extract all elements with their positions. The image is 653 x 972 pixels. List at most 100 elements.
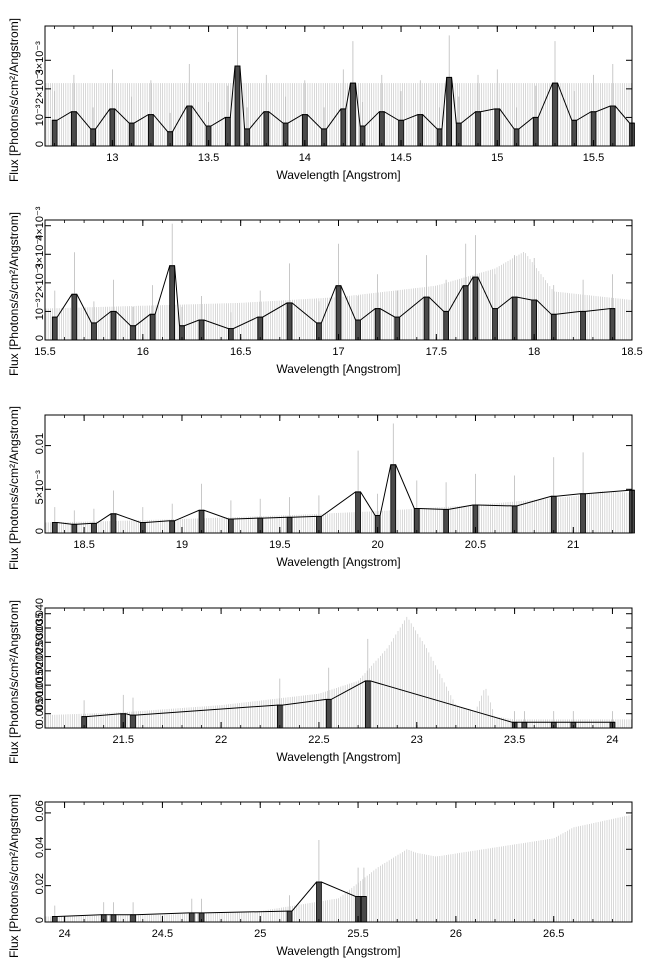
x-tick-label: 19: [176, 539, 188, 551]
y-tick-label: 0.040: [34, 598, 46, 626]
x-tick-label: 24.5: [152, 928, 173, 940]
data-bin: [472, 276, 479, 341]
x-axis-title: Wavelength [Angstrom]: [276, 944, 400, 958]
error-bar-envelope: [45, 491, 632, 533]
x-tick-label: 26: [450, 928, 462, 940]
data-bin: [423, 296, 430, 341]
data-bin: [51, 916, 58, 923]
y-tick-label: 0: [34, 141, 46, 147]
error-bar-envelope: [45, 814, 632, 922]
y-tick-label: 0.030: [34, 627, 46, 655]
data-bin: [609, 308, 616, 341]
y-axis-title: Flux [Photons/s/cm²/Angstrom]: [7, 600, 21, 764]
y-axis-title: Flux [Photons/s/cm²/Angstrom]: [7, 212, 21, 376]
y-tick-label: 5×10⁻³: [34, 470, 46, 505]
x-axis-title: Wavelength [Angstrom]: [276, 555, 400, 569]
x-tick-label: 25.5: [347, 928, 368, 940]
data-bin: [446, 77, 453, 147]
x-tick-label: 15.5: [34, 346, 55, 358]
y-tick-label: 3×10⁻³: [34, 41, 46, 76]
x-tick-label: 18.5: [73, 539, 94, 551]
x-tick-label: 20: [372, 539, 384, 551]
data-bin: [355, 491, 361, 534]
spectrum-line: [52, 464, 635, 525]
y-tick-label: 0.005: [34, 698, 46, 726]
chart-panel-5: 24 24.5 25 25.5 26 26.5 0 0.02 0.04 0.06 Wavelengt…: [7, 794, 633, 958]
y-tick-label: 4×10⁻³: [34, 206, 46, 241]
y-tick-label: 10⁻³: [34, 298, 46, 320]
data-bin: [234, 65, 241, 147]
x-tick-label: 25: [254, 928, 266, 940]
data-bin: [51, 119, 58, 147]
y-tick-label: 0.01: [34, 433, 46, 454]
data-bin: [340, 108, 347, 147]
data-bin: [492, 308, 498, 341]
data-bin: [335, 285, 342, 341]
data-bin: [110, 513, 117, 534]
data-bin: [316, 881, 322, 923]
data-bin: [282, 122, 289, 147]
y-tick-label: 0: [34, 723, 46, 729]
x-tick-label: 24: [606, 734, 618, 746]
y-tick-label: 10⁻³: [34, 104, 46, 126]
data-bin: [532, 117, 539, 147]
data-bin: [413, 508, 420, 534]
x-tick-label: 26.5: [543, 928, 564, 940]
plot-frame: [44, 25, 633, 147]
data-bin: [149, 313, 156, 341]
data-bin: [511, 505, 518, 534]
data-bin: [550, 313, 557, 341]
data-bin: [186, 105, 193, 147]
x-axis-title: Wavelength [Angstrom]: [276, 750, 400, 764]
data-bin: [147, 114, 154, 147]
data-bin: [511, 296, 518, 341]
data-bin: [378, 111, 385, 147]
data-bin: [130, 914, 136, 923]
error-bar-envelope: [45, 616, 632, 728]
data-bin: [91, 322, 97, 341]
data-bin: [550, 495, 557, 534]
x-axis-title: Wavelength [Angstrom]: [276, 168, 400, 182]
data-bin: [571, 119, 578, 147]
spectrum-line: [81, 680, 615, 723]
y-tick-label: 3×10⁻³: [34, 235, 46, 270]
data-bin: [462, 285, 469, 341]
y-tick-label: 0.020: [34, 655, 46, 683]
data-bin: [325, 699, 332, 729]
data-bin: [350, 82, 356, 147]
x-tick-label: 14.5: [390, 152, 411, 164]
y-axis-title: Flux [Photons/s/cm²/Angstrom]: [7, 406, 21, 570]
data-bin: [443, 310, 450, 341]
data-bin: [110, 914, 117, 923]
y-tick-label: 0.035: [34, 612, 46, 640]
x-tick-label: 16.5: [230, 346, 251, 358]
data-bin: [455, 122, 462, 147]
data-bin: [169, 520, 175, 534]
x-tick-label: 22.5: [308, 734, 329, 746]
data-bin: [475, 111, 481, 147]
y-tick-label: 0.04: [34, 837, 46, 858]
data-bin: [91, 523, 97, 534]
data-bin: [443, 508, 450, 534]
x-tick-label: 14: [299, 152, 311, 164]
data-bin: [130, 325, 136, 341]
data-bin: [169, 265, 175, 341]
x-axis-title: Wavelength [Angstrom]: [276, 362, 400, 376]
x-tick-label: 22: [215, 734, 227, 746]
x-tick-label: 21: [567, 539, 579, 551]
chart-panel-2: 15.5 16 16.5 17 17.5 18 18.5 0 10⁻³2×10⁻³3×10⁻³4…: [7, 206, 643, 376]
y-tick-label: 0.015: [34, 669, 46, 697]
data-bin: [224, 117, 231, 147]
x-tick-label: 20.5: [465, 539, 486, 551]
y-tick-label: 0.06: [34, 800, 46, 821]
data-bin: [276, 704, 283, 729]
data-bin: [227, 328, 234, 341]
y-axis-title: Flux [Photons/s/cm²/Angstrom]: [7, 794, 21, 958]
x-tick-label: 21.5: [113, 734, 134, 746]
x-tick-label: 23: [411, 734, 423, 746]
data-bin: [286, 910, 293, 923]
y-tick-label: 0: [34, 335, 46, 341]
data-bin: [263, 111, 270, 147]
y-tick-label: 2×10⁻³: [34, 263, 46, 298]
